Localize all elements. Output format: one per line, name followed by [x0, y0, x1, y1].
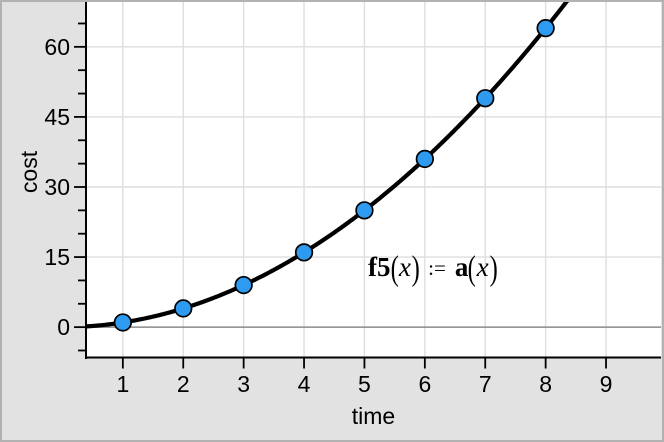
- y-tick-label: 30: [44, 174, 70, 200]
- y-tick-label: 15: [44, 244, 70, 270]
- x-tick-label: 8: [539, 371, 552, 397]
- rhs-name: a: [454, 252, 469, 282]
- x-tick-label: 5: [358, 371, 371, 397]
- x-tick-label: 3: [237, 371, 250, 397]
- plot-area[interactable]: [86, 2, 661, 358]
- data-point[interactable]: [415, 149, 434, 169]
- x-tick-label: 1: [116, 371, 129, 397]
- assign-symbol: :=: [428, 255, 446, 280]
- y-tick-label: 45: [44, 104, 70, 130]
- function-definition-label[interactable]: f5(x):= a(x): [368, 249, 498, 289]
- data-point[interactable]: [536, 19, 555, 38]
- y-tick-label: 0: [57, 314, 70, 340]
- data-point[interactable]: [294, 243, 314, 262]
- rhs-arg: x: [476, 252, 489, 282]
- x-tick-label: 4: [298, 371, 311, 397]
- data-points: [113, 19, 555, 332]
- x-axis-title[interactable]: time: [351, 403, 396, 429]
- data-point[interactable]: [174, 299, 193, 318]
- data-point[interactable]: [234, 275, 253, 295]
- y-tick-label: 60: [44, 34, 70, 60]
- fitted-curve[interactable]: [86, 0, 581, 329]
- axis-lines: [85, 2, 661, 359]
- x-tick-label: 7: [479, 371, 492, 397]
- data-point[interactable]: [113, 313, 132, 332]
- x-tick-label: 6: [418, 371, 431, 397]
- function-name: f5: [368, 252, 391, 282]
- y-axis-title[interactable]: cost: [16, 150, 42, 194]
- gridlines: [86, 2, 661, 358]
- function-arg: x: [398, 252, 411, 282]
- tick-marks: [74, 22, 607, 369]
- x-tick-label: 2: [177, 371, 190, 397]
- data-point[interactable]: [355, 201, 374, 220]
- data-point[interactable]: [476, 89, 495, 108]
- x-tick-label: 9: [600, 371, 613, 397]
